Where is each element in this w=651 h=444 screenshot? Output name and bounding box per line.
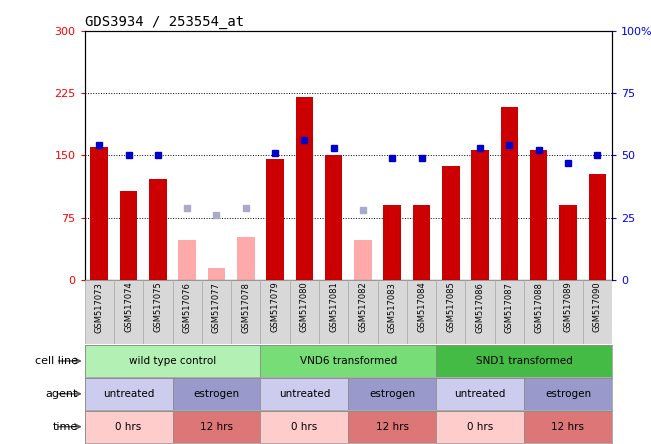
Text: GSM517081: GSM517081 <box>329 281 338 333</box>
Bar <box>231 280 260 344</box>
Text: SND1 transformed: SND1 transformed <box>476 356 572 366</box>
Bar <box>348 411 436 443</box>
Bar <box>553 280 583 344</box>
Bar <box>465 280 495 344</box>
Bar <box>348 280 378 344</box>
Text: 0 hrs: 0 hrs <box>291 422 318 432</box>
Text: GSM517089: GSM517089 <box>564 281 572 333</box>
Bar <box>436 411 524 443</box>
Bar <box>436 280 465 344</box>
Text: GSM517086: GSM517086 <box>476 281 484 333</box>
Text: GSM517077: GSM517077 <box>212 281 221 333</box>
Bar <box>296 97 313 280</box>
Bar <box>524 280 553 344</box>
Bar <box>260 280 290 344</box>
Text: GSM517085: GSM517085 <box>447 281 455 333</box>
Text: GSM517075: GSM517075 <box>154 281 162 333</box>
Text: 0 hrs: 0 hrs <box>115 422 142 432</box>
Bar <box>559 205 577 280</box>
Text: 12 hrs: 12 hrs <box>551 422 585 432</box>
Bar <box>471 150 489 280</box>
Bar <box>260 345 436 377</box>
Bar <box>583 280 612 344</box>
Text: agent: agent <box>46 389 78 399</box>
Text: GSM517084: GSM517084 <box>417 281 426 333</box>
Text: estrogen: estrogen <box>369 389 415 399</box>
Text: GSM517083: GSM517083 <box>388 281 396 333</box>
Bar <box>90 147 108 280</box>
Bar <box>383 205 401 280</box>
Bar <box>202 280 231 344</box>
Bar <box>348 378 436 410</box>
Text: GSM517090: GSM517090 <box>593 281 602 332</box>
Bar <box>530 150 547 280</box>
Bar <box>173 411 260 443</box>
Bar <box>524 411 612 443</box>
Text: 0 hrs: 0 hrs <box>467 422 493 432</box>
Bar <box>354 240 372 280</box>
Bar <box>524 378 612 410</box>
Bar <box>208 268 225 280</box>
Text: estrogen: estrogen <box>193 389 240 399</box>
Bar <box>173 378 260 410</box>
Text: GSM517080: GSM517080 <box>300 281 309 333</box>
Bar <box>114 280 143 344</box>
Text: GSM517078: GSM517078 <box>242 281 250 333</box>
Bar <box>85 378 173 410</box>
Bar <box>237 237 255 280</box>
Text: GSM517088: GSM517088 <box>534 281 543 333</box>
Text: GDS3934 / 253554_at: GDS3934 / 253554_at <box>85 15 243 29</box>
Text: GSM517087: GSM517087 <box>505 281 514 333</box>
Bar <box>173 280 202 344</box>
Bar <box>407 280 436 344</box>
Text: 12 hrs: 12 hrs <box>200 422 233 432</box>
Bar <box>436 378 524 410</box>
Bar <box>495 280 524 344</box>
Text: estrogen: estrogen <box>545 389 591 399</box>
Bar <box>589 174 606 280</box>
Bar <box>85 280 114 344</box>
Bar <box>319 280 348 344</box>
Bar <box>149 178 167 280</box>
Bar <box>378 280 407 344</box>
Bar <box>178 240 196 280</box>
Text: GSM517074: GSM517074 <box>124 281 133 333</box>
Bar <box>260 378 348 410</box>
Bar <box>436 345 612 377</box>
Text: VND6 transformed: VND6 transformed <box>299 356 397 366</box>
Text: GSM517079: GSM517079 <box>271 281 279 333</box>
Text: untreated: untreated <box>103 389 154 399</box>
Bar <box>501 107 518 280</box>
Text: wild type control: wild type control <box>129 356 216 366</box>
Text: untreated: untreated <box>279 389 330 399</box>
Bar <box>143 280 173 344</box>
Bar <box>413 205 430 280</box>
Bar <box>290 280 319 344</box>
Text: GSM517076: GSM517076 <box>183 281 191 333</box>
Text: 12 hrs: 12 hrs <box>376 422 409 432</box>
Bar <box>325 155 342 280</box>
Text: cell line: cell line <box>35 356 78 366</box>
Bar <box>85 345 260 377</box>
Text: time: time <box>53 422 78 432</box>
Text: GSM517073: GSM517073 <box>95 281 104 333</box>
Text: GSM517082: GSM517082 <box>359 281 367 333</box>
Bar <box>85 411 173 443</box>
Bar <box>266 159 284 280</box>
Bar <box>442 166 460 280</box>
Bar <box>120 191 137 280</box>
Bar <box>260 411 348 443</box>
Text: untreated: untreated <box>454 389 506 399</box>
